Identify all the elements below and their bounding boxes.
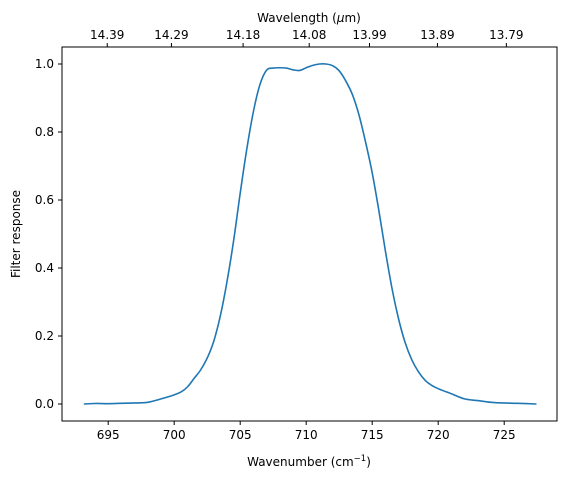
plot-frame <box>61 46 558 422</box>
x-axis-label-superscript: −1 <box>354 454 367 464</box>
top-tick-label: 13.99 <box>352 28 386 42</box>
y-axis-label: Filter response <box>9 190 23 278</box>
top-tick-label: 14.39 <box>90 28 124 42</box>
x-tick-label: 725 <box>493 428 516 442</box>
x-tick-label: 700 <box>163 428 186 442</box>
top-axis-label-mu: μ <box>336 11 345 25</box>
y-tick-label: 0.4 <box>35 261 54 275</box>
x-axis-label: Wavenumber (cm−1) <box>247 454 371 469</box>
top-tick-label: 13.89 <box>420 28 454 42</box>
x-tick-label: 695 <box>97 428 120 442</box>
x-axis-label-end: ) <box>366 455 371 469</box>
x-tick-label: 705 <box>229 428 252 442</box>
filter-response-line <box>83 63 537 405</box>
left-axis-ticks: 0.0 0.2 0.4 0.6 0.8 1.0 <box>35 57 62 411</box>
top-tick-label: 14.29 <box>154 28 188 42</box>
y-tick-label: 1.0 <box>35 57 54 71</box>
x-tick-label: 715 <box>361 428 384 442</box>
y-tick-label: 0.2 <box>35 329 54 343</box>
top-axis-label: Wavelength (μm) <box>257 11 361 25</box>
x-tick-label: 710 <box>295 428 318 442</box>
top-axis-label-end: m) <box>344 11 360 25</box>
y-tick-label: 0.0 <box>35 397 54 411</box>
y-tick-label: 0.8 <box>35 125 54 139</box>
top-tick-label: 14.08 <box>292 28 326 42</box>
top-axis-ticks: 14.39 14.29 14.18 14.08 13.99 13.89 13.79 <box>90 28 524 47</box>
top-tick-label: 14.18 <box>226 28 260 42</box>
bottom-axis-ticks: 695 700 705 710 715 720 725 <box>97 421 516 442</box>
top-tick-label: 13.79 <box>489 28 523 42</box>
x-tick-label: 720 <box>427 428 450 442</box>
y-tick-label: 0.6 <box>35 193 54 207</box>
